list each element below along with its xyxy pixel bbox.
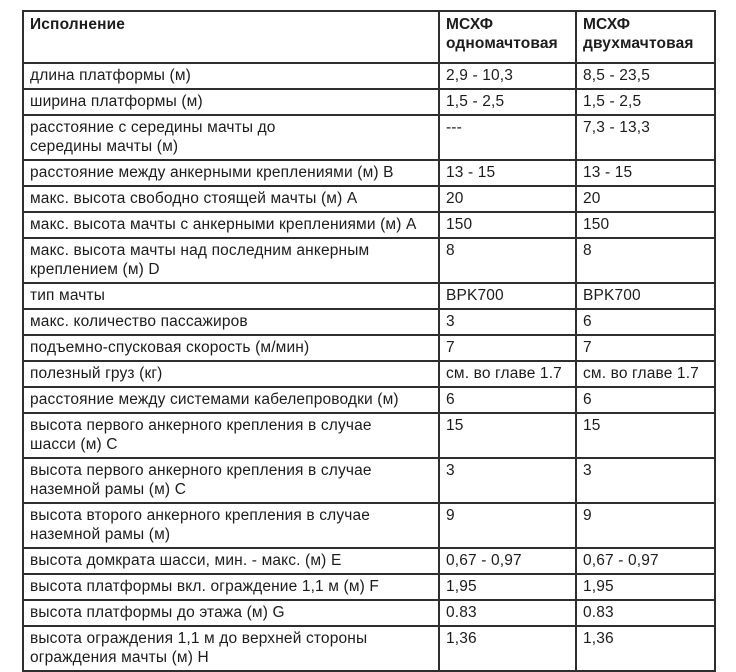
table-row: макс. количество пассажиров 3 6 [22, 308, 716, 336]
row-value-twin-mast: 7 [575, 334, 716, 362]
row-label: подъемно-спусковая скорость (м/мин) [22, 334, 440, 362]
row-label: высота платформы вкл. ограждение 1,1 м (… [22, 573, 440, 601]
table-row: расстояние с середины мачты до середины … [22, 114, 716, 161]
row-value-single-mast: 1,95 [438, 573, 577, 601]
row-value-single-mast: BPK700 [438, 282, 577, 310]
row-value-single-mast: --- [438, 114, 577, 161]
row-label: расстояние с середины мачты до середины … [22, 114, 440, 161]
header-col-parameter: Исполнение [22, 10, 440, 64]
table-row: ширина платформы (м) 1,5 - 2,5 1,5 - 2,5 [22, 88, 716, 116]
row-value-single-mast: см. во главе 1.7 [438, 360, 577, 388]
row-label: макс. высота мачты над последним анкерны… [22, 237, 440, 284]
row-value-single-mast: 3 [438, 457, 577, 504]
spec-table: Исполнение МСХФ одномачтовая МСХФ двухма… [22, 10, 716, 672]
header-col-single-mast: МСХФ одномачтовая [438, 10, 577, 64]
table-row: макс. высота свободно стоящей мачты (м) … [22, 185, 716, 213]
table-row: подъемно-спусковая скорость (м/мин) 7 7 [22, 334, 716, 362]
row-value-single-mast: 6 [438, 386, 577, 414]
row-label: полезный груз (кг) [22, 360, 440, 388]
row-value-twin-mast: 1,95 [575, 573, 716, 601]
row-label: высота первого анкерного крепления в слу… [22, 412, 440, 459]
row-value-twin-mast: 6 [575, 386, 716, 414]
row-value-twin-mast: 150 [575, 211, 716, 239]
row-value-twin-mast: 1,36 [575, 625, 716, 672]
row-label: макс. количество пассажиров [22, 308, 440, 336]
row-value-twin-mast: 20 [575, 185, 716, 213]
spec-table-body: длина платформы (м) 2,9 - 10,3 8,5 - 23,5 ш… [22, 62, 716, 672]
row-label: тип мачты [22, 282, 440, 310]
row-label: высота платформы до этажа (м) G [22, 599, 440, 627]
row-value-single-mast: 150 [438, 211, 577, 239]
row-label: высота ограждения 1,1 м до верхней сторо… [22, 625, 440, 672]
table-row: высота домкрата шасси, мин. - макс. (м) … [22, 547, 716, 575]
row-value-single-mast: 15 [438, 412, 577, 459]
row-value-single-mast: 8 [438, 237, 577, 284]
row-value-twin-mast: 0.83 [575, 599, 716, 627]
row-value-single-mast: 9 [438, 502, 577, 549]
table-row: высота первого анкерного крепления в слу… [22, 457, 716, 504]
row-value-single-mast: 20 [438, 185, 577, 213]
table-row: высота платформы вкл. ограждение 1,1 м (… [22, 573, 716, 601]
row-value-single-mast: 2,9 - 10,3 [438, 62, 577, 90]
row-label: длина платформы (м) [22, 62, 440, 90]
row-value-single-mast: 3 [438, 308, 577, 336]
row-value-single-mast: 13 - 15 [438, 159, 577, 187]
table-row: длина платформы (м) 2,9 - 10,3 8,5 - 23,5 [22, 62, 716, 90]
row-value-twin-mast: 6 [575, 308, 716, 336]
table-row: высота платформы до этажа (м) G 0.83 0.83 [22, 599, 716, 627]
table-row: тип мачты BPK700 BPK700 [22, 282, 716, 310]
row-value-single-mast: 1,36 [438, 625, 577, 672]
row-label: высота второго анкерного крепления в слу… [22, 502, 440, 549]
row-value-twin-mast: BPK700 [575, 282, 716, 310]
row-value-single-mast: 1,5 - 2,5 [438, 88, 577, 116]
row-value-twin-mast: 9 [575, 502, 716, 549]
table-row: полезный груз (кг) см. во главе 1.7 см. во… [22, 360, 716, 388]
row-value-twin-mast: 7,3 - 13,3 [575, 114, 716, 161]
row-value-twin-mast: 13 - 15 [575, 159, 716, 187]
row-value-twin-mast: 15 [575, 412, 716, 459]
table-row: высота ограждения 1,1 м до верхней сторо… [22, 625, 716, 672]
row-label: макс. высота мачты с анкерными крепления… [22, 211, 440, 239]
header-row: Исполнение МСХФ одномачтовая МСХФ двухма… [22, 10, 716, 64]
row-label: высота домкрата шасси, мин. - макс. (м) … [22, 547, 440, 575]
row-value-twin-mast: 3 [575, 457, 716, 504]
table-row: макс. высота мачты над последним анкерны… [22, 237, 716, 284]
row-value-twin-mast: 8 [575, 237, 716, 284]
row-label: высота первого анкерного крепления в слу… [22, 457, 440, 504]
table-row: высота первого анкерного крепления в слу… [22, 412, 716, 459]
table-row: высота второго анкерного крепления в слу… [22, 502, 716, 549]
table-row: макс. высота мачты с анкерными крепления… [22, 211, 716, 239]
row-value-twin-mast: 8,5 - 23,5 [575, 62, 716, 90]
header-col-twin-mast: МСХФ двухмачтовая [575, 10, 716, 64]
row-label: макс. высота свободно стоящей мачты (м) … [22, 185, 440, 213]
table-row: расстояние между системами кабелепроводк… [22, 386, 716, 414]
row-value-single-mast: 0.83 [438, 599, 577, 627]
row-value-twin-mast: 1,5 - 2,5 [575, 88, 716, 116]
row-label: расстояние между системами кабелепроводк… [22, 386, 440, 414]
row-value-single-mast: 0,67 - 0,97 [438, 547, 577, 575]
row-label: расстояние между анкерными креплениями (… [22, 159, 440, 187]
row-value-twin-mast: см. во главе 1.7 [575, 360, 716, 388]
row-value-single-mast: 7 [438, 334, 577, 362]
row-label: ширина платформы (м) [22, 88, 440, 116]
table-row: расстояние между анкерными креплениями (… [22, 159, 716, 187]
row-value-twin-mast: 0,67 - 0,97 [575, 547, 716, 575]
